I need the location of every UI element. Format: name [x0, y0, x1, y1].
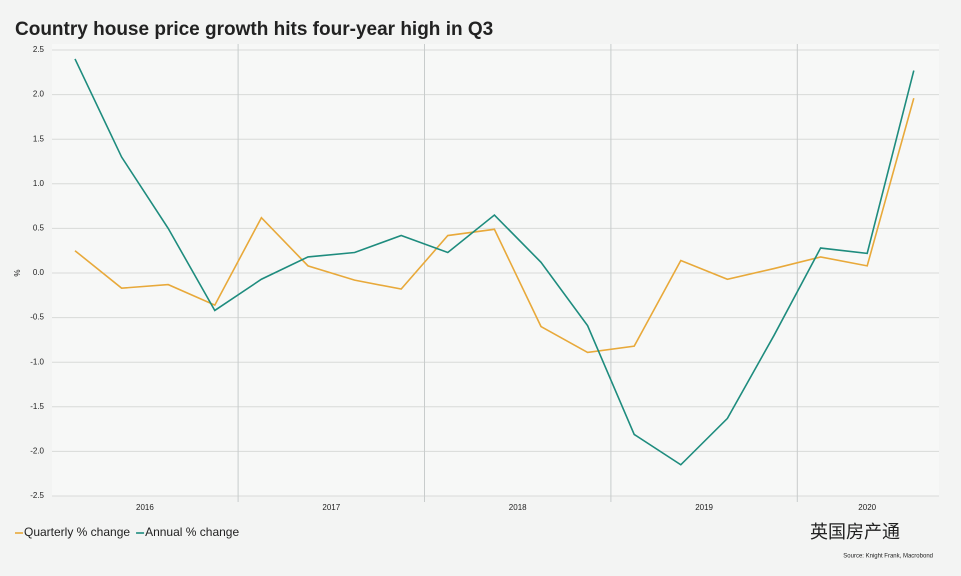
line-series	[74, 97, 915, 354]
x-tick-label: 2016	[136, 503, 154, 512]
x-tick-label: 2020	[858, 503, 876, 512]
y-axis-label: %	[13, 269, 22, 276]
y-tick-label: 0.5	[33, 224, 45, 233]
y-tick-label: 2.0	[33, 90, 45, 99]
y-tick-label: -0.5	[30, 313, 44, 322]
line-series	[74, 58, 915, 466]
y-tick-label: -1.5	[30, 402, 44, 411]
legend-label: Annual % change	[145, 525, 239, 539]
source: Source: Knight Frank, Macrobond	[843, 554, 933, 560]
chart-title: Country house price growth hits four-yea…	[15, 19, 493, 40]
watermark: 英国房产通	[810, 522, 900, 542]
y-tick-label: -2.5	[30, 491, 44, 500]
y-tick-label: 2.5	[33, 45, 45, 54]
y-tick-label: 0.0	[33, 268, 45, 277]
plot-area	[52, 44, 939, 496]
x-tick-label: 2017	[322, 503, 340, 512]
x-tick-label: 2018	[509, 503, 527, 512]
y-tick-label: 1.5	[33, 134, 45, 143]
y-tick-label: 1.0	[33, 179, 45, 188]
y-tick-label: -2.0	[30, 447, 44, 456]
y-tick-label: -1.0	[30, 357, 44, 366]
x-tick-label: 2019	[695, 503, 713, 512]
legend-label: Quarterly % change	[24, 525, 130, 539]
